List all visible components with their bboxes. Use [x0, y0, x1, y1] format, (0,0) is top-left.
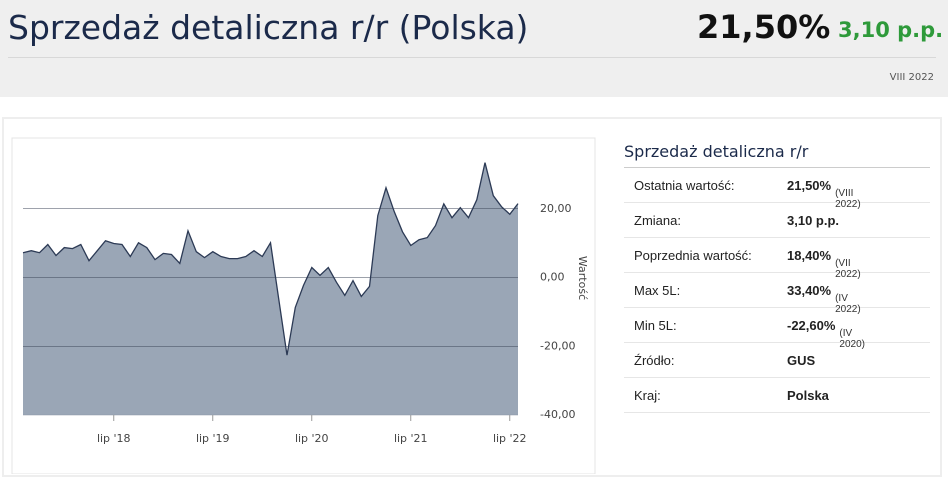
table-row: Zmiana: 3,10 p.p. — [624, 203, 930, 238]
row-note: (IV 2020) — [839, 328, 865, 350]
y-tick-label: -20,00 — [540, 339, 575, 352]
row-label: Źródło: — [634, 353, 675, 368]
y-tick-label: -40,00 — [540, 408, 575, 421]
area — [23, 162, 518, 415]
row-value: Polska — [787, 388, 829, 403]
date: VIII 2022 — [889, 72, 934, 83]
row-note: (VII 2022) — [835, 258, 861, 280]
row-value: 3,10 p.p. — [787, 213, 840, 228]
x-tick-label: lip '21 — [394, 432, 428, 445]
table-row: Ostatnia wartość: 21,50% (VIII 2022) — [624, 168, 930, 210]
row-label: Min 5L: — [634, 318, 677, 333]
row-value: 21,50% (VIII 2022) — [787, 178, 861, 210]
x-tick-label: lip '18 — [97, 432, 131, 445]
info-table: Sprzedaż detaliczna r/r Ostatnia wartość… — [624, 138, 930, 413]
row-label: Poprzednia wartość: — [634, 248, 752, 263]
row-note: (IV 2022) — [835, 293, 861, 315]
table-row: Kraj: Polska — [624, 378, 930, 413]
y-tick-label: 20,00 — [540, 202, 572, 215]
table-row: Max 5L: 33,40% (IV 2022) — [624, 273, 930, 315]
row-value: 18,40% (VII 2022) — [787, 248, 861, 280]
row-value: 33,40% (IV 2022) — [787, 283, 861, 315]
change: 3,10 p.p. — [838, 18, 944, 42]
row-label: Zmiana: — [634, 213, 681, 228]
table-row: Min 5L: -22,60% (IV 2020) — [624, 308, 930, 350]
row-label: Kraj: — [634, 388, 661, 403]
header: Sprzedaż detaliczna r/r (Polska) 21,50% … — [0, 0, 948, 97]
x-tick-label: lip '19 — [196, 432, 230, 445]
row-label: Max 5L: — [634, 283, 681, 298]
title: Sprzedaż detaliczna r/r (Polska) — [8, 8, 529, 47]
row-value: -22,60% (IV 2020) — [787, 318, 865, 350]
x-tick-label: lip '22 — [493, 432, 527, 445]
divider — [8, 57, 936, 58]
latest-value: 21,50% — [697, 8, 831, 46]
y-tick-label: 0,00 — [540, 271, 565, 284]
y-axis-title: Wartość — [576, 256, 589, 300]
row-value: GUS — [787, 353, 816, 368]
row-note: (VIII 2022) — [835, 188, 861, 210]
x-tick-label: lip '20 — [295, 432, 329, 445]
table-title: Sprzedaż detaliczna r/r — [624, 138, 930, 168]
table-row: Źródło: GUS — [624, 343, 930, 378]
table-row: Poprzednia wartość: 18,40% (VII 2022) — [624, 238, 930, 280]
row-label: Ostatnia wartość: — [634, 178, 735, 193]
line — [22, 162, 519, 356]
